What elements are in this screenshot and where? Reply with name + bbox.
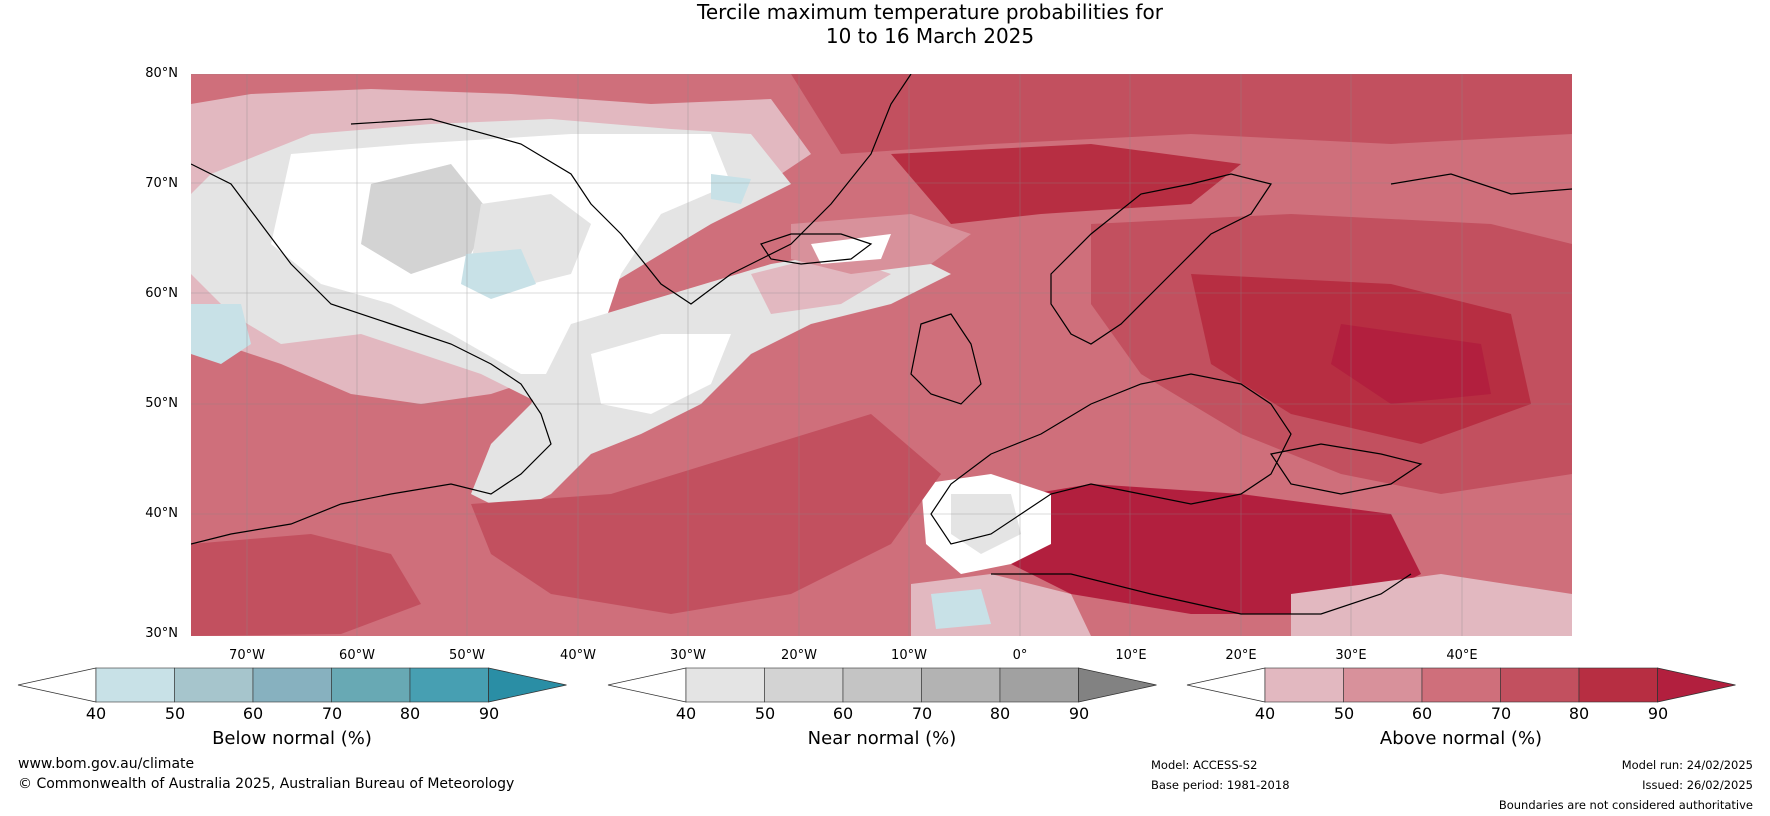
above-normal-label: Above normal (%): [1379, 728, 1543, 749]
colorbar-near-svg: [607, 667, 1157, 703]
colorbar-segment: [764, 667, 844, 703]
lon-label-0: 0°: [1012, 648, 1028, 663]
colorbar-segment: [1578, 667, 1658, 703]
copyright-text: © Commonwealth of Australia 2025, Austra…: [18, 776, 515, 792]
lat-label-80n: 80°N: [145, 66, 178, 81]
above-tick-50: 50: [1333, 704, 1355, 723]
above-tick-90: 90: [1647, 704, 1669, 723]
below-tick-80: 80: [399, 704, 421, 723]
colorbar-segment: [999, 667, 1079, 703]
chart-title: Tercile maximum temperature probabilitie…: [0, 0, 1770, 48]
model-run-text: Model run: 24/02/2025: [1621, 758, 1753, 772]
title-line-1: Tercile maximum temperature probabilitie…: [697, 0, 1163, 24]
disclaimer-text: Boundaries are not considered authoritat…: [1498, 798, 1753, 812]
lon-label-60w: 60°W: [339, 648, 375, 663]
lon-label-20w: 20°W: [781, 648, 817, 663]
below-tick-60: 60: [242, 704, 264, 723]
colorbar-segment: [409, 667, 489, 703]
lon-label-40w: 40°W: [560, 648, 596, 663]
colorbar-segment: [685, 667, 765, 703]
colorbar-segment: [1421, 667, 1501, 703]
base-period-text: Base period: 1981-2018: [1151, 778, 1290, 792]
website-link[interactable]: www.bom.gov.au/climate: [18, 756, 195, 772]
lat-label-70n: 70°N: [145, 176, 178, 191]
lon-label-10e: 10°E: [1115, 648, 1147, 663]
colorbar-extend-low: [607, 667, 687, 703]
lon-label-70w: 70°W: [229, 648, 265, 663]
issued-text: Issued: 26/02/2025: [1642, 778, 1753, 792]
above-tick-80: 80: [1568, 704, 1590, 723]
near-tick-60: 60: [832, 704, 854, 723]
colorbar-above-normal: [1186, 667, 1736, 703]
above-tick-60: 60: [1411, 704, 1433, 723]
below-tick-70: 70: [321, 704, 343, 723]
colorbar-extend-high: [488, 667, 567, 703]
colorbar-above-svg: [1186, 667, 1736, 703]
colorbar-extend-high: [1078, 667, 1157, 703]
near-normal-label: Near normal (%): [807, 728, 957, 749]
colorbar-near-normal: [607, 667, 1157, 703]
near-tick-80: 80: [989, 704, 1011, 723]
lat-label-60n: 60°N: [145, 286, 178, 301]
title-line-2: 10 to 16 March 2025: [825, 24, 1035, 48]
model-text: Model: ACCESS-S2: [1151, 758, 1258, 772]
near-tick-90: 90: [1068, 704, 1090, 723]
colorbar-segment: [1264, 667, 1344, 703]
colorbar-segment: [842, 667, 922, 703]
lat-label-40n: 40°N: [145, 506, 178, 521]
colorbar-segment: [921, 667, 1001, 703]
lon-label-40e: 40°E: [1446, 648, 1478, 663]
below-tick-50: 50: [164, 704, 186, 723]
near-tick-50: 50: [754, 704, 776, 723]
probability-map[interactable]: [191, 74, 1572, 636]
colorbar-extend-low: [17, 667, 97, 703]
colorbar-extend-low: [1186, 667, 1266, 703]
colorbar-segment: [252, 667, 332, 703]
lat-label-50n: 50°N: [145, 396, 178, 411]
above-tick-70: 70: [1490, 704, 1512, 723]
below-normal-label: Below normal (%): [212, 728, 372, 749]
above-tick-40: 40: [1254, 704, 1276, 723]
colorbar-segment: [95, 667, 175, 703]
lon-label-20e: 20°E: [1225, 648, 1257, 663]
map-canvas: [191, 74, 1572, 636]
colorbar-extend-high: [1657, 667, 1736, 703]
colorbar-segment: [331, 667, 411, 703]
colorbar-segment: [1500, 667, 1580, 703]
lon-label-30w: 30°W: [670, 648, 706, 663]
lon-label-10w: 10°W: [891, 648, 927, 663]
below-tick-40: 40: [85, 704, 107, 723]
colorbar-below-svg: [17, 667, 567, 703]
lon-label-30e: 30°E: [1335, 648, 1367, 663]
below-tick-90: 90: [478, 704, 500, 723]
colorbar-segment: [1343, 667, 1423, 703]
near-tick-70: 70: [911, 704, 933, 723]
lat-label-30n: 30°N: [145, 626, 178, 641]
near-tick-40: 40: [675, 704, 697, 723]
colorbar-below-normal: [17, 667, 567, 703]
lon-label-50w: 50°W: [449, 648, 485, 663]
colorbar-segment: [174, 667, 254, 703]
